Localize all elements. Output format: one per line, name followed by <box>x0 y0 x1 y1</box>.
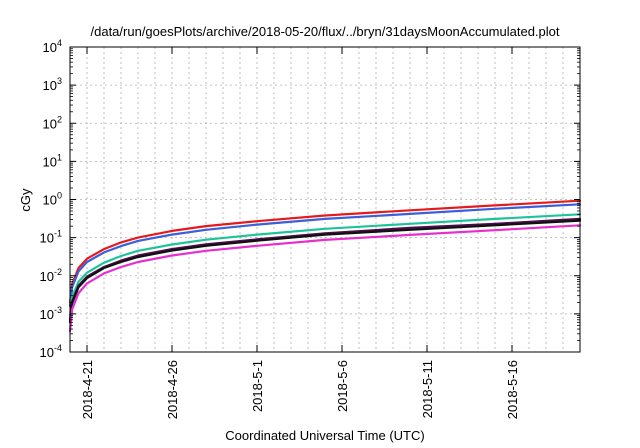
x-tick-label: 2018-4-21 <box>80 360 95 419</box>
y-tick-label: 100 <box>43 191 62 208</box>
y-tick-label: 10-2 <box>40 267 62 284</box>
series-line-2 <box>68 203 582 308</box>
y-tick-label: 102 <box>43 114 62 131</box>
x-tick-label: 2018-5-6 <box>335 360 350 412</box>
series-line-6 <box>68 224 582 333</box>
x-axis: 2018-4-21 2018-4-26 2018-5-1 2018-5-6 2018-5… <box>80 47 520 419</box>
series-lines <box>68 199 582 333</box>
y-tick-label: 10-3 <box>40 305 62 322</box>
y-axis: 10-4 10-3 10-2 10-1 100 101 102 103 104 <box>40 38 580 360</box>
y-axis-label: cGy <box>18 188 33 212</box>
x-axis-label: Coordinated Universal Time (UTC) <box>225 428 424 443</box>
x-tick-label: 2018-5-11 <box>420 360 435 418</box>
y-tick-label: 103 <box>43 76 62 93</box>
series-line-1 <box>68 199 582 304</box>
y-tick-label: 101 <box>43 152 62 169</box>
x-tick-label: 2018-5-1 <box>250 360 265 412</box>
series-line-3 <box>68 213 582 317</box>
y-tick-label: 10-4 <box>40 343 62 360</box>
x-tick-label: 2018-4-26 <box>165 360 180 419</box>
y-tick-label: 104 <box>43 38 62 55</box>
y-tick-label: 10-1 <box>40 229 62 246</box>
chart-title: /data/run/goesPlots/archive/2018-05-20/f… <box>91 24 560 39</box>
x-tick-label: 2018-5-16 <box>505 360 520 419</box>
grid <box>70 47 580 352</box>
series-line-5 <box>68 219 582 324</box>
